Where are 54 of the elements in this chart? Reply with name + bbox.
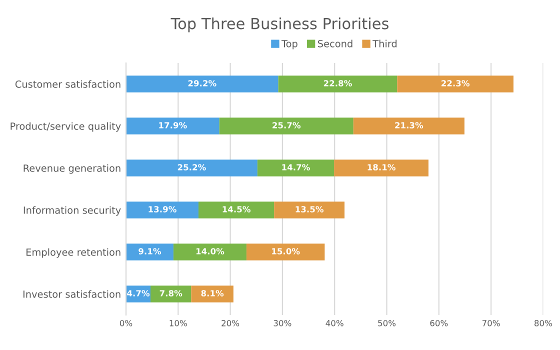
x-tick-label: 10%: [170, 320, 187, 326]
data-label: 8.1%: [201, 290, 224, 296]
bar: [274, 202, 345, 218]
bar: [353, 118, 464, 134]
data-label: 29.2%: [188, 80, 216, 86]
x-tick-label: 60%: [430, 320, 448, 326]
y-tick-label: Product/service quality: [10, 122, 121, 132]
y-tick-label: Customer satisfaction: [15, 80, 120, 88]
bar: [278, 76, 398, 92]
bar: [150, 286, 192, 302]
data-label: 9.1%: [138, 248, 162, 254]
data-label: 14.5%: [222, 206, 250, 212]
data-label: 15.0%: [272, 248, 300, 254]
bar: [198, 202, 274, 218]
data-label: 22.3%: [442, 80, 470, 86]
x-tick-label: 30%: [274, 320, 292, 326]
bar: [126, 202, 198, 218]
x-tick-label: 0%: [120, 320, 132, 326]
x-tick-label: 80%: [534, 320, 552, 326]
data-label: 14.7%: [282, 164, 310, 170]
bar: [246, 244, 325, 260]
bar: [191, 286, 234, 302]
data-label: 25.2%: [178, 164, 206, 170]
data-label: 22.8%: [324, 80, 352, 86]
bar: [257, 160, 334, 176]
x-tick-label: 40%: [326, 320, 344, 326]
data-label: 14.0%: [196, 248, 224, 254]
y-tick-label: Information security: [24, 206, 121, 216]
data-label: 4.7%: [127, 290, 150, 296]
bar: [219, 118, 354, 134]
chart-title: Top Three Business Priorities: [170, 18, 388, 32]
data-label: 18.1%: [368, 164, 396, 170]
y-tick-label: Investor satisfaction: [23, 290, 120, 298]
legend-label: Third: [372, 40, 397, 48]
bar: [173, 244, 246, 260]
y-tick-label: Employee retention: [26, 248, 120, 258]
data-label: 7.8%: [160, 290, 182, 296]
bar: [126, 118, 220, 134]
y-tick-label: Revenue generation: [24, 164, 120, 174]
bar: [334, 160, 428, 176]
bar: [126, 76, 278, 92]
bar: [397, 76, 514, 92]
legend-label: Second: [318, 40, 352, 48]
bar: [126, 160, 258, 176]
data-label: 13.9%: [148, 206, 176, 212]
data-label: 13.5%: [296, 206, 324, 212]
bar: [126, 244, 174, 260]
x-tick-label: 70%: [482, 320, 500, 326]
x-tick-label: 20%: [222, 320, 240, 326]
legend-label: Top: [281, 40, 298, 50]
x-tick-label: 50%: [378, 320, 396, 326]
data-label: 25.7%: [272, 122, 301, 128]
data-label: 17.9%: [159, 122, 187, 128]
data-label: 21.3%: [395, 122, 424, 128]
